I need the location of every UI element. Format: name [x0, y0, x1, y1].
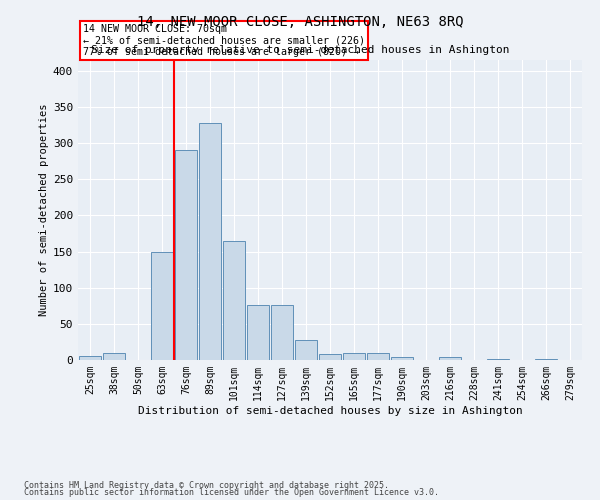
Bar [103, 353, 125, 360]
Bar [79, 356, 101, 360]
Bar [175, 150, 197, 360]
Bar [271, 305, 293, 360]
Bar [391, 357, 413, 360]
Text: 14, NEW MOOR CLOSE, ASHINGTON, NE63 8RQ: 14, NEW MOOR CLOSE, ASHINGTON, NE63 8RQ [137, 15, 463, 29]
Bar [295, 340, 317, 360]
Text: 14 NEW MOOR CLOSE: 70sqm
← 21% of semi-detached houses are smaller (226)
77% of : 14 NEW MOOR CLOSE: 70sqm ← 21% of semi-d… [83, 24, 365, 57]
Bar [247, 305, 269, 360]
Bar [367, 353, 389, 360]
Bar [199, 123, 221, 360]
Bar [151, 252, 173, 360]
Bar [343, 353, 365, 360]
Bar [439, 357, 461, 360]
Text: Size of property relative to semi-detached houses in Ashington: Size of property relative to semi-detach… [91, 45, 509, 55]
Text: Contains HM Land Registry data © Crown copyright and database right 2025.: Contains HM Land Registry data © Crown c… [24, 480, 389, 490]
Text: Contains public sector information licensed under the Open Government Licence v3: Contains public sector information licen… [24, 488, 439, 497]
Y-axis label: Number of semi-detached properties: Number of semi-detached properties [39, 104, 49, 316]
Bar [319, 354, 341, 360]
Bar [223, 240, 245, 360]
X-axis label: Distribution of semi-detached houses by size in Ashington: Distribution of semi-detached houses by … [137, 406, 523, 415]
